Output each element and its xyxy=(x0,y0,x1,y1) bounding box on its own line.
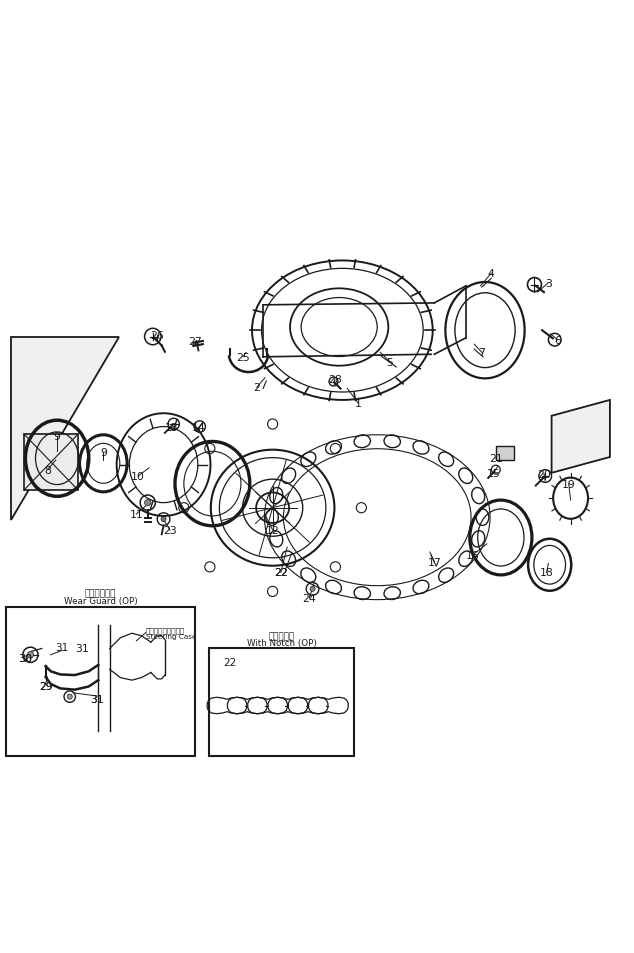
Text: 27: 27 xyxy=(188,336,202,347)
Text: ステアリングケース: ステアリングケース xyxy=(146,626,185,633)
Text: 21: 21 xyxy=(489,454,503,464)
Bar xyxy=(209,649,354,757)
Text: 7: 7 xyxy=(479,348,485,358)
Text: 29: 29 xyxy=(39,681,52,692)
Circle shape xyxy=(145,500,151,506)
Text: 31: 31 xyxy=(75,644,89,654)
Text: 19: 19 xyxy=(562,479,576,489)
Text: 10: 10 xyxy=(131,472,145,481)
Text: 22: 22 xyxy=(223,658,236,668)
Text: 2: 2 xyxy=(254,383,260,393)
Text: 18: 18 xyxy=(540,568,553,578)
Bar xyxy=(6,608,195,757)
Text: 28: 28 xyxy=(328,375,342,385)
Text: 15: 15 xyxy=(486,468,500,478)
Text: 26: 26 xyxy=(150,331,164,340)
Polygon shape xyxy=(552,400,610,474)
Text: 6: 6 xyxy=(555,335,561,345)
Text: 5: 5 xyxy=(387,357,393,368)
Polygon shape xyxy=(11,337,119,521)
Text: 17: 17 xyxy=(427,557,441,567)
Text: 16: 16 xyxy=(465,551,479,560)
Text: 11: 11 xyxy=(129,510,143,519)
Circle shape xyxy=(27,652,34,659)
Text: With Notch (OP): With Notch (OP) xyxy=(247,639,316,647)
Circle shape xyxy=(310,587,315,592)
Text: 31: 31 xyxy=(90,695,104,704)
Text: 31: 31 xyxy=(91,695,103,704)
Text: 25: 25 xyxy=(236,353,250,362)
Text: 1: 1 xyxy=(355,398,361,409)
Text: 12: 12 xyxy=(266,525,280,536)
Text: 4: 4 xyxy=(488,269,495,279)
Text: 9: 9 xyxy=(54,432,60,441)
Bar xyxy=(24,435,78,491)
Bar xyxy=(496,447,514,460)
Text: 30: 30 xyxy=(18,653,32,663)
Text: 22: 22 xyxy=(274,568,288,578)
Text: 20: 20 xyxy=(537,470,551,479)
Text: Steering Case: Steering Case xyxy=(146,633,197,639)
Text: Wear Guard (OP): Wear Guard (OP) xyxy=(64,597,138,606)
Text: 30: 30 xyxy=(19,653,32,663)
Text: 23: 23 xyxy=(163,525,177,536)
Text: 3: 3 xyxy=(545,278,552,289)
Text: 9: 9 xyxy=(100,448,107,457)
Circle shape xyxy=(161,517,166,522)
Text: 13: 13 xyxy=(164,422,178,432)
Text: 24: 24 xyxy=(302,593,316,603)
Text: 14: 14 xyxy=(191,423,205,433)
Text: 31: 31 xyxy=(56,642,68,653)
Text: ウェアガード: ウェアガード xyxy=(85,589,117,598)
Text: 割り次き仕: 割り次き仕 xyxy=(268,632,295,640)
Text: 8: 8 xyxy=(44,465,51,476)
Text: 22: 22 xyxy=(274,568,288,578)
Circle shape xyxy=(67,695,72,700)
Text: 29: 29 xyxy=(39,681,53,692)
